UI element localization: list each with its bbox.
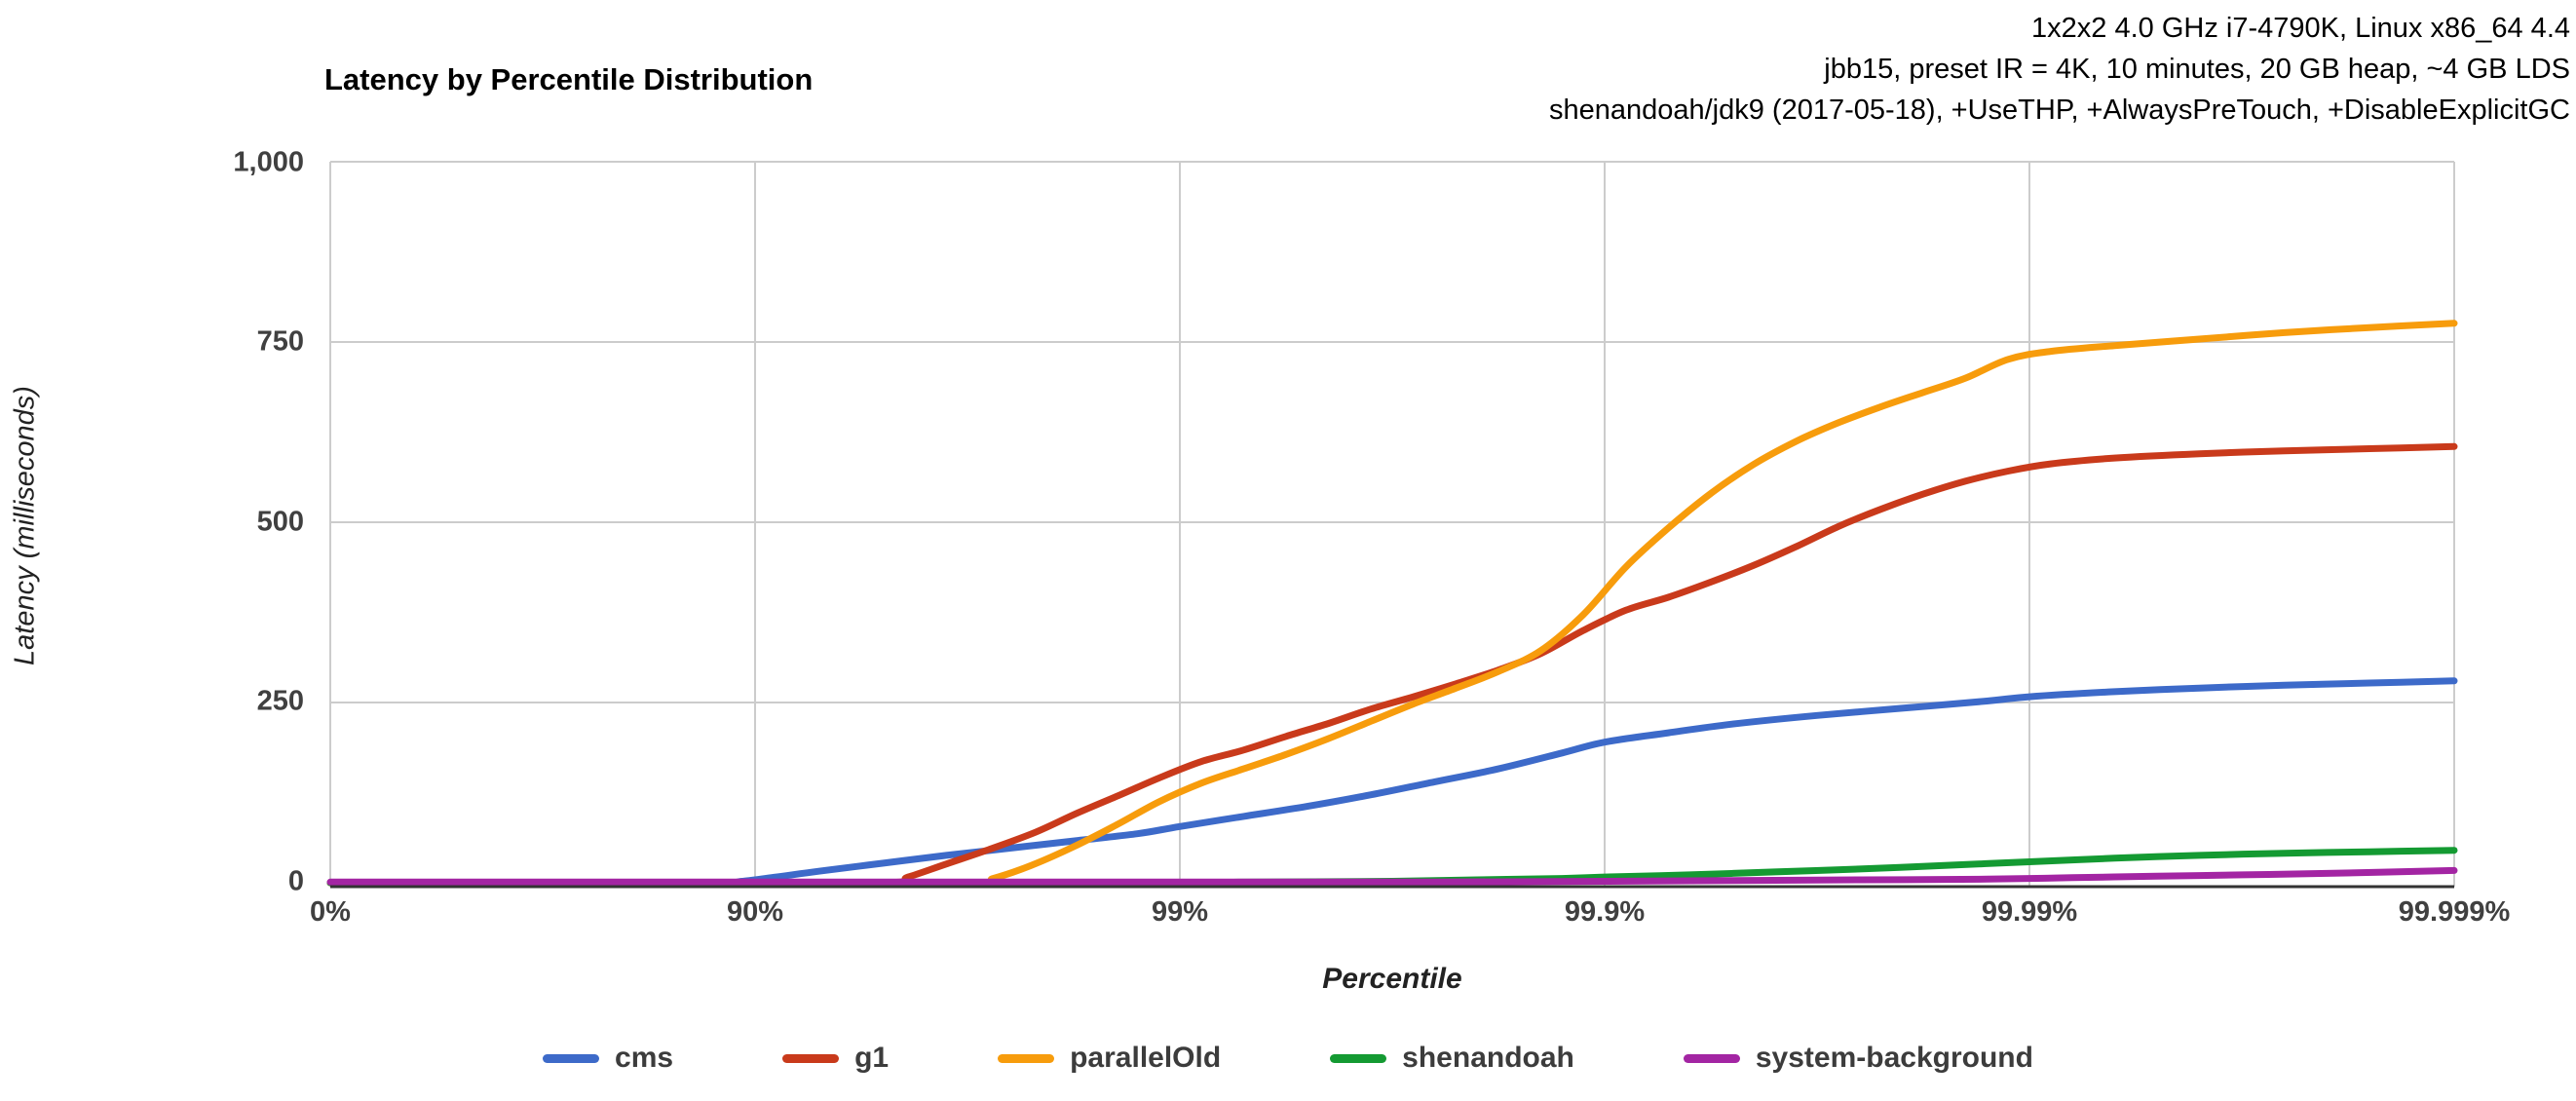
series-line-system-background xyxy=(326,866,2458,886)
parallelold-line-swatch xyxy=(998,1053,1055,1063)
y-tick-1000: 1,000 xyxy=(233,146,304,178)
x-tick-99-9: 99.9% xyxy=(1564,896,1646,928)
legend-label-shenandoah: shenandoah xyxy=(1402,1042,1574,1074)
y-tick-750: 750 xyxy=(256,325,304,358)
series-line-cms xyxy=(326,677,2458,887)
system-background-line-swatch xyxy=(1683,1053,1740,1063)
x-tick-99-999: 99.999% xyxy=(2398,896,2511,928)
legend-item-g1: g1 xyxy=(782,1042,889,1075)
series-line-g1 xyxy=(326,442,2458,887)
x-tick-90: 90% xyxy=(726,896,784,928)
legend-item-shenandoah: shenandoah xyxy=(1330,1042,1574,1075)
x-tick-99-99: 99.99% xyxy=(1981,896,2078,928)
gridlines xyxy=(329,161,2455,887)
cms-line-swatch xyxy=(543,1053,600,1063)
shenandoah-line-swatch xyxy=(1330,1053,1387,1063)
legend-label-cms: cms xyxy=(615,1042,674,1074)
legend-label-system-background: system-background xyxy=(1755,1042,2033,1074)
g1-line-swatch xyxy=(782,1053,840,1063)
y-tick-250: 250 xyxy=(256,685,304,717)
series-line-parallelOld xyxy=(326,320,2458,887)
legend-label-parallelold: parallelOld xyxy=(1070,1042,1222,1074)
annotation-line-2: jbb15, preset IR = 4K, 10 minutes, 20 GB… xyxy=(1824,54,2570,85)
series-lines xyxy=(326,320,2458,887)
x-tick-0: 0% xyxy=(310,896,351,928)
legend-label-g1: g1 xyxy=(854,1042,890,1074)
x-tick-99: 99% xyxy=(1151,896,1209,928)
x-axis-title: Percentile xyxy=(1322,963,1462,995)
legend: cms g1 parallelOld shenandoah system-bac… xyxy=(0,1035,2576,1082)
y-tick-500: 500 xyxy=(256,506,304,538)
chart-annotations: 1x2x2 4.0 GHz i7-4790K, Linux x86_64 4.4… xyxy=(1549,8,2570,131)
legend-item-parallelold: parallelOld xyxy=(998,1042,1221,1075)
legend-item-system-background: system-background xyxy=(1683,1042,2033,1075)
y-tick-0: 0 xyxy=(287,865,304,897)
legend-item-cms: cms xyxy=(543,1042,673,1075)
chart-title: Latency by Percentile Distribution xyxy=(324,62,814,96)
annotation-line-3: shenandoah/jdk9 (2017-05-18), +UseTHP, +… xyxy=(1548,95,2570,126)
annotation-line-1: 1x2x2 4.0 GHz i7-4790K, Linux x86_64 4.4 xyxy=(2031,13,2570,44)
